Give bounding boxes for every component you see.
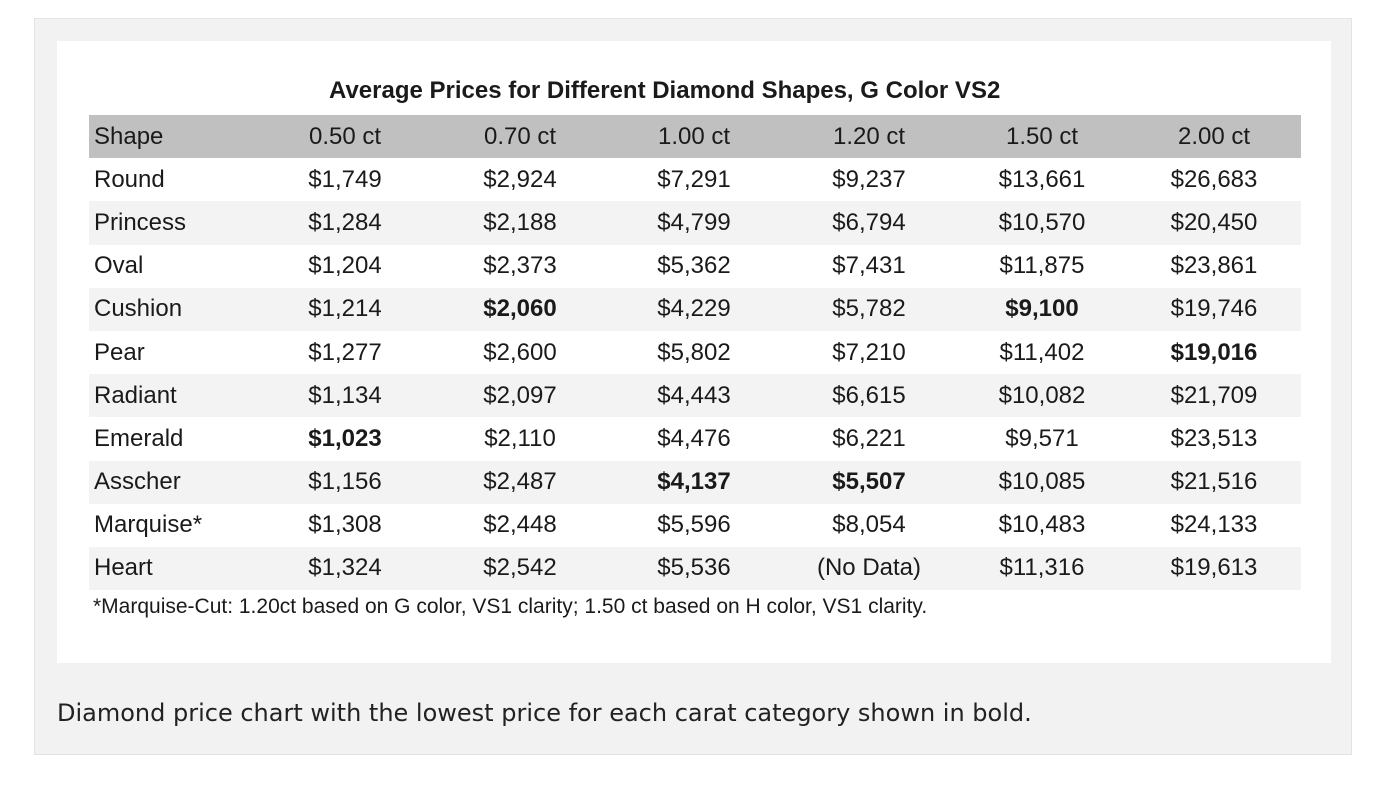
shape-cell: Round <box>94 165 165 193</box>
price-cell: $2,448 <box>483 511 557 539</box>
column-header-carat: 1.00 ct <box>657 122 731 150</box>
shape-cell: Radiant <box>94 381 177 409</box>
price-cell: $1,324 <box>308 554 382 582</box>
table-row: Oval $1,204 $2,373 $5,362 $7,431 $11,875 $23,8… <box>89 245 1301 288</box>
price-cell: $2,110 <box>484 424 556 452</box>
price-cell: $10,082 <box>998 381 1086 409</box>
table-row: Heart $1,324 $2,542 $5,536 (No Data) $11,316 $… <box>89 546 1301 591</box>
price-cell: $1,284 <box>308 208 382 236</box>
table-row: Cushion $1,214 $2,060 $4,229 $5,782 $9,100 $19… <box>89 287 1301 331</box>
price-cell: $5,596 <box>657 511 731 539</box>
shape-cell: Asscher <box>94 468 181 496</box>
price-cell: $21,516 <box>1170 468 1258 496</box>
price-cell: $7,291 <box>657 165 731 193</box>
price-cell: $6,794 <box>832 208 906 236</box>
column-header-carat: 0.70 ct <box>483 122 557 150</box>
footnote: *Marquise-Cut: 1.20ct based on G color, … <box>93 595 928 618</box>
price-cell: $23,513 <box>1170 424 1258 452</box>
table-row: Emerald $1,023 $2,110 $4,476 $6,221 $9,571 $23… <box>89 417 1301 460</box>
price-cell: $2,373 <box>483 252 557 280</box>
lowest-price-cell: $19,016 <box>1170 338 1258 366</box>
price-cell: $1,204 <box>308 252 382 280</box>
price-cell: $7,431 <box>832 252 906 280</box>
price-cell: $19,613 <box>1170 554 1258 582</box>
shape-cell: Cushion <box>94 295 183 323</box>
price-cell: $2,542 <box>483 554 557 582</box>
price-cell: $2,600 <box>483 338 557 366</box>
price-cell: $6,221 <box>832 424 906 452</box>
price-cell: $1,156 <box>308 468 382 496</box>
price-cell: $7,210 <box>832 338 906 366</box>
chart-image: Average Prices for Different Diamond Sha… <box>57 41 1331 663</box>
price-cell: $10,483 <box>998 511 1086 539</box>
figure: Average Prices for Different Diamond Sha… <box>34 18 1352 755</box>
column-header-carat: 0.50 ct <box>308 122 382 150</box>
shape-cell: Marquise* <box>94 511 203 539</box>
column-header-shape: Shape <box>94 122 164 150</box>
price-cell: $2,924 <box>483 165 557 193</box>
price-cell: $1,214 <box>308 295 382 323</box>
lowest-price-cell: $4,137 <box>657 468 731 496</box>
price-cell: $8,054 <box>832 511 906 539</box>
price-cell: $9,237 <box>832 165 906 193</box>
shape-cell: Pear <box>94 338 145 366</box>
lowest-price-cell: $2,060 <box>483 295 557 323</box>
price-cell: $2,188 <box>483 208 557 236</box>
figure-caption: Diamond price chart with the lowest pric… <box>57 699 1032 727</box>
price-cell: $4,476 <box>657 424 731 452</box>
price-cell: $11,875 <box>999 252 1085 280</box>
price-cell: (No Data) <box>816 554 922 582</box>
price-cell: $1,277 <box>308 338 382 366</box>
price-cell: $9,571 <box>1005 424 1079 452</box>
price-cell: $11,402 <box>999 338 1085 366</box>
shape-cell: Emerald <box>94 424 184 452</box>
price-cell: $6,615 <box>832 381 906 409</box>
table-header-row: Shape 0.50 ct 0.70 ct 1.00 ct 1.20 ct 1.50 ct… <box>89 115 1301 159</box>
price-cell: $5,362 <box>657 252 731 280</box>
table-row: Princess $1,284 $2,188 $4,799 $6,794 $10,570 $… <box>89 201 1301 245</box>
price-cell: $1,749 <box>308 165 382 193</box>
lowest-price-cell: $9,100 <box>1005 295 1079 323</box>
price-cell: $5,782 <box>832 295 906 323</box>
column-header-carat: 1.50 ct <box>1005 122 1079 150</box>
price-cell: $5,536 <box>657 554 731 582</box>
price-cell: $4,799 <box>657 208 731 236</box>
price-cell: $2,487 <box>483 468 557 496</box>
table-row: Marquise* $1,308 $2,448 $5,596 $8,054 $10,483… <box>89 504 1301 547</box>
price-cell: $1,308 <box>308 511 382 539</box>
price-cell: $26,683 <box>1170 165 1258 193</box>
price-cell: $10,570 <box>998 208 1086 236</box>
price-cell: $4,229 <box>657 295 731 323</box>
table-row: Pear $1,277 $2,600 $5,802 $7,210 $11,402 $19,0… <box>89 331 1301 374</box>
table-row: Radiant $1,134 $2,097 $4,443 $6,615 $10,082 $2… <box>89 374 1301 418</box>
price-cell: $20,450 <box>1170 208 1258 236</box>
price-cell: $5,802 <box>657 338 731 366</box>
chart-title: Average Prices for Different Diamond Sha… <box>329 77 1001 104</box>
column-header-carat: 1.20 ct <box>832 122 906 150</box>
lowest-price-cell: $1,023 <box>308 424 382 452</box>
price-cell: $2,097 <box>483 381 557 409</box>
price-cell: $23,861 <box>1170 252 1258 280</box>
price-cell: $24,133 <box>1170 511 1258 539</box>
price-cell: $4,443 <box>657 381 731 409</box>
table-row: Round $1,749 $2,924 $7,291 $9,237 $13,661 $26,… <box>89 158 1301 201</box>
lowest-price-cell: $5,507 <box>832 468 906 496</box>
price-table: Shape 0.50 ct 0.70 ct 1.00 ct 1.20 ct 1.50 ct… <box>89 115 1301 591</box>
shape-cell: Princess <box>94 208 187 236</box>
shape-cell: Heart <box>94 554 153 582</box>
price-cell: $10,085 <box>998 468 1086 496</box>
shape-cell: Oval <box>94 252 144 280</box>
price-cell: $11,316 <box>999 554 1085 582</box>
price-cell: $19,746 <box>1170 295 1258 323</box>
price-cell: $21,709 <box>1170 381 1258 409</box>
table-body: Round $1,749 $2,924 $7,291 $9,237 $13,661 $26,… <box>89 158 1301 591</box>
price-cell: $1,134 <box>308 381 382 409</box>
column-header-carat: 2.00 ct <box>1177 122 1251 150</box>
price-cell: $13,661 <box>998 165 1086 193</box>
table-row: Asscher $1,156 $2,487 $4,137 $5,507 $10,085 $2… <box>89 460 1301 504</box>
